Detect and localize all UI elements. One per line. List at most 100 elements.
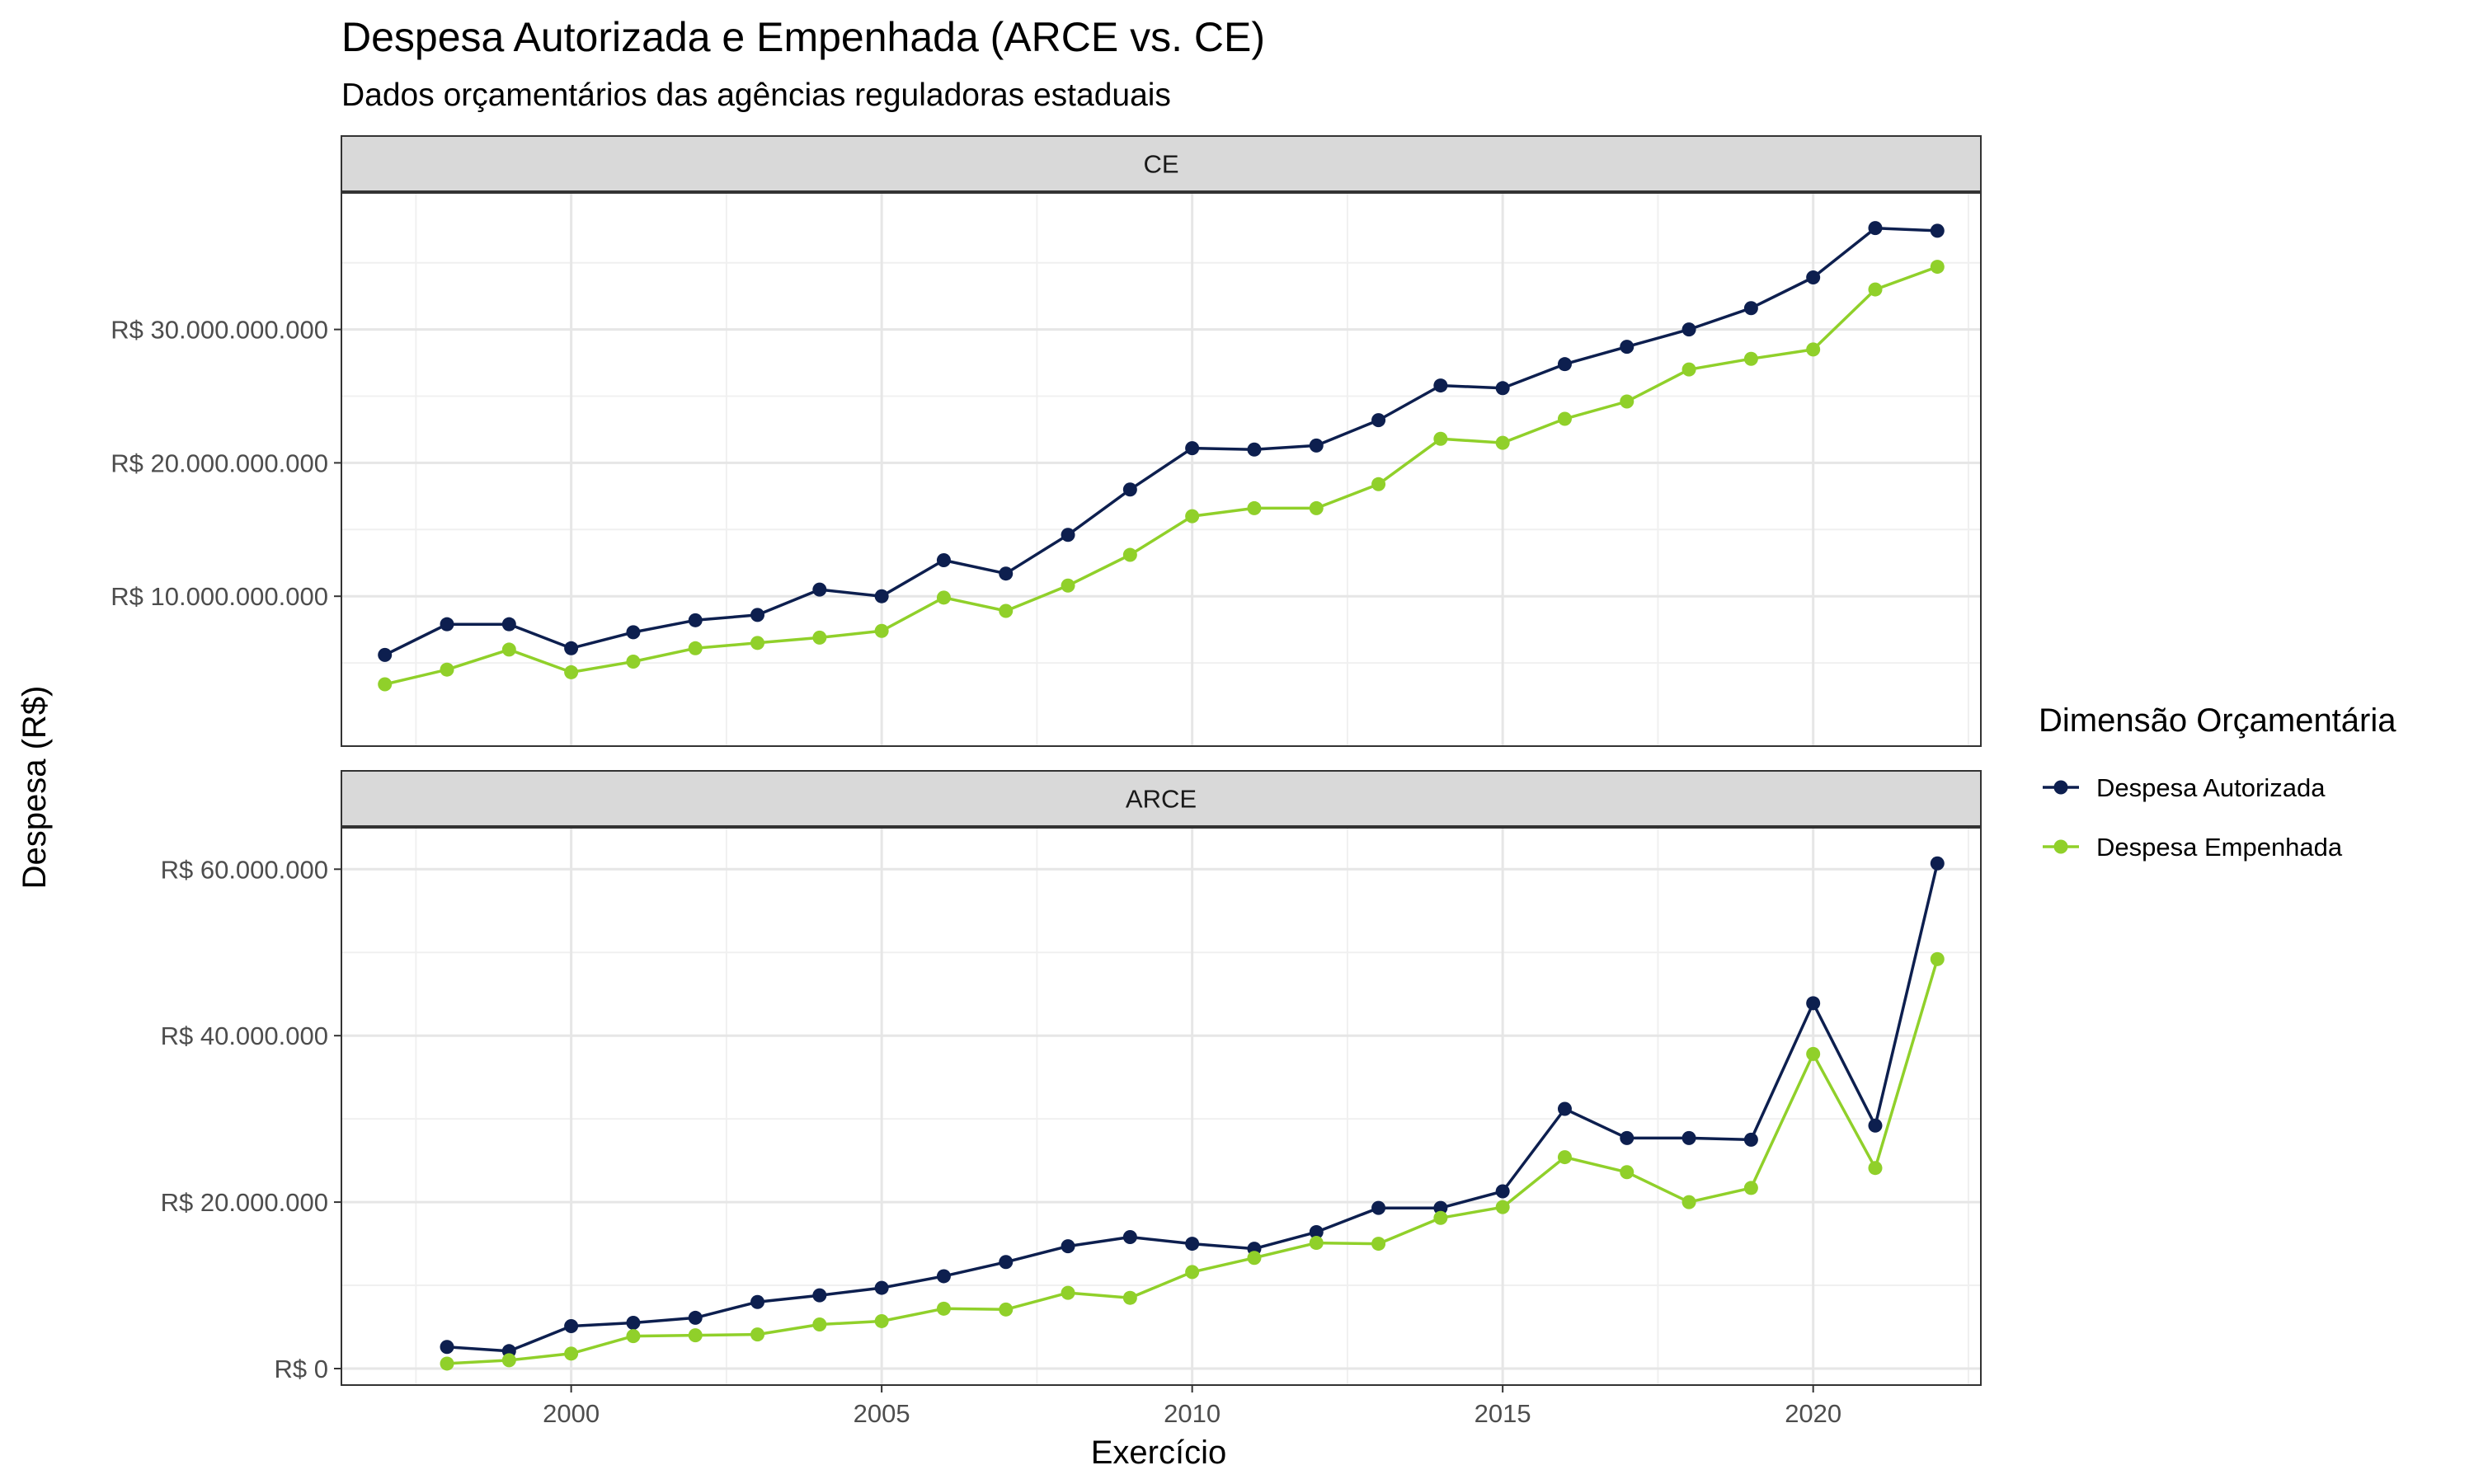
data-point xyxy=(1433,378,1448,393)
legend: Dimensão Orçamentária Despesa Autorizada… xyxy=(2039,702,2396,862)
data-point xyxy=(378,647,393,662)
data-point xyxy=(1309,500,1324,515)
data-point xyxy=(1930,951,1945,966)
legend-marker xyxy=(2053,780,2068,795)
y-tick-label: R$ 20.000.000.000 xyxy=(111,448,328,477)
data-point xyxy=(626,1329,641,1344)
x-tick-label: 2010 xyxy=(1164,1399,1221,1428)
data-point xyxy=(1371,1237,1386,1252)
data-point xyxy=(1495,381,1510,396)
facet-strip xyxy=(341,135,1982,192)
data-point xyxy=(688,613,703,627)
data-point xyxy=(1247,442,1262,457)
data-point xyxy=(1371,1200,1386,1215)
data-point xyxy=(1185,1237,1200,1252)
data-point xyxy=(936,1301,951,1316)
data-point xyxy=(1743,351,1758,366)
data-point xyxy=(688,641,703,655)
data-point xyxy=(1930,856,1945,871)
data-point xyxy=(440,617,454,632)
data-point xyxy=(688,1328,703,1343)
data-point xyxy=(1620,340,1634,355)
data-point xyxy=(1868,1118,1883,1133)
x-axis: 2000 2005 2010 2015 2020 xyxy=(543,1385,1841,1428)
data-point xyxy=(999,1302,1014,1317)
plot-border xyxy=(341,192,1982,747)
data-point xyxy=(1930,223,1945,238)
data-point xyxy=(1433,431,1448,446)
chart-panels: CE R$ 10.000.000.000 R$ 20.000.000.000 R$ 3… xyxy=(111,135,1982,1428)
data-point xyxy=(1495,1200,1510,1214)
data-point xyxy=(1681,1130,1696,1145)
x-tick-label: 2015 xyxy=(1475,1399,1531,1428)
data-point xyxy=(1122,1229,1137,1244)
data-point xyxy=(688,1310,703,1325)
legend-item-despesa-empenhada: Despesa Empenhada xyxy=(2043,833,2343,862)
legend-marker xyxy=(2053,839,2068,854)
series-line-despesa-empenhada xyxy=(384,265,1938,686)
plot-border xyxy=(341,827,1982,1386)
data-point xyxy=(1247,1251,1262,1266)
data-point xyxy=(1309,438,1324,453)
data-point xyxy=(1806,270,1821,285)
data-point xyxy=(1868,221,1883,236)
data-point xyxy=(1806,342,1821,357)
data-point xyxy=(1247,500,1262,515)
data-point xyxy=(812,1288,827,1303)
data-point xyxy=(750,1294,765,1309)
data-point xyxy=(1185,1265,1200,1280)
data-point xyxy=(626,1315,641,1330)
data-point xyxy=(812,630,827,645)
data-point xyxy=(626,654,641,669)
data-point xyxy=(1557,411,1572,426)
y-tick-label: R$ 20.000.000 xyxy=(161,1188,328,1217)
data-point xyxy=(564,641,579,655)
data-point xyxy=(1557,1101,1572,1116)
data-point xyxy=(1371,477,1386,491)
data-point xyxy=(1185,509,1200,524)
data-point xyxy=(1868,1161,1883,1176)
data-point xyxy=(1620,1130,1634,1145)
y-axis-title: Despesa (R$) xyxy=(16,686,53,890)
data-point xyxy=(1061,528,1075,542)
data-point xyxy=(1061,1285,1075,1300)
data-point xyxy=(999,1255,1014,1270)
data-point xyxy=(501,642,516,657)
data-point xyxy=(1557,1150,1572,1165)
data-point xyxy=(564,1346,579,1361)
data-point xyxy=(1743,301,1758,316)
data-point xyxy=(440,1340,454,1355)
facet-panel-ce: CE R$ 10.000.000.000 R$ 20.000.000.000 R$ 3… xyxy=(111,135,1982,747)
data-point xyxy=(1620,1165,1634,1180)
facet-panel-arce: ARCE R$ 0 R$ 20.000.000 R$ 40.000.000 R$ 60.… xyxy=(161,770,1982,1386)
legend-label: Despesa Empenhada xyxy=(2096,833,2343,862)
data-point xyxy=(1557,357,1572,372)
data-point xyxy=(750,1327,765,1342)
x-tick-label: 2020 xyxy=(1785,1399,1841,1428)
data-point xyxy=(1806,1046,1821,1061)
data-point xyxy=(936,553,951,568)
x-tick-label: 2000 xyxy=(543,1399,600,1428)
data-point xyxy=(501,617,516,632)
facet-strip-label: ARCE xyxy=(1126,785,1197,814)
data-point xyxy=(564,1319,579,1334)
data-point xyxy=(626,625,641,640)
data-point xyxy=(1930,260,1945,275)
data-point xyxy=(1122,1290,1137,1305)
data-point xyxy=(1495,435,1510,450)
data-point xyxy=(1122,482,1137,497)
data-point xyxy=(999,603,1014,618)
data-point xyxy=(1122,547,1137,562)
facet-strip xyxy=(341,770,1982,827)
data-point xyxy=(1868,282,1883,297)
chart-title: Despesa Autorizada e Empenhada (ARCE vs.… xyxy=(341,14,1265,60)
data-point xyxy=(874,1313,889,1328)
legend-title: Dimensão Orçamentária xyxy=(2039,702,2396,739)
data-point xyxy=(501,1353,516,1368)
data-point xyxy=(874,589,889,603)
chart-subtitle: Dados orçamentários das agências regulad… xyxy=(341,77,1171,113)
data-point xyxy=(999,566,1014,581)
data-point xyxy=(750,608,765,622)
x-tick-label: 2005 xyxy=(854,1399,910,1428)
data-point xyxy=(1185,441,1200,456)
